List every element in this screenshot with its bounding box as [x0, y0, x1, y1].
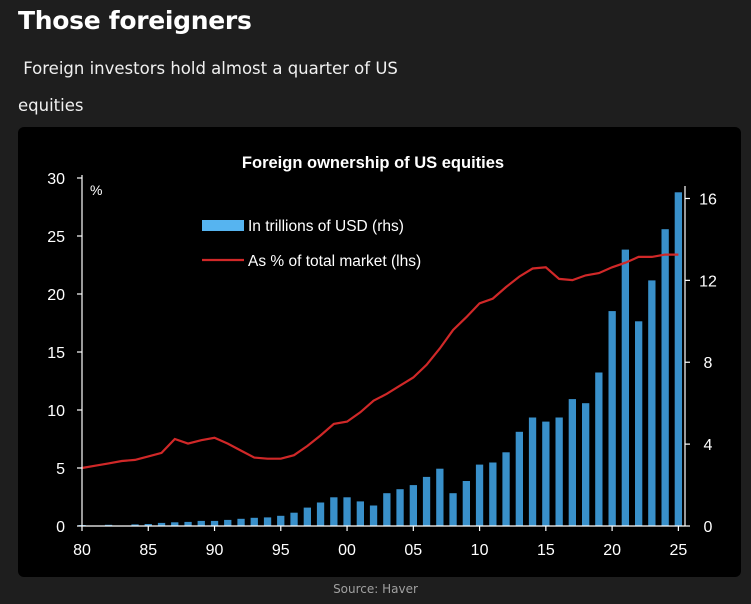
left-tick-label: 0	[56, 519, 65, 536]
left-tick-label: 25	[47, 229, 65, 246]
bar-usd-1992	[237, 518, 245, 526]
right-tick-label: 0	[704, 519, 713, 536]
bar-usd-2024	[661, 229, 669, 526]
bar-usd-2009	[462, 481, 470, 526]
bar-usd-1995	[277, 515, 285, 526]
bar-usd-1985	[144, 524, 152, 526]
x-tick-label: 80	[73, 542, 91, 559]
x-tick-label: 15	[537, 542, 555, 559]
bar-usd-2002	[369, 505, 378, 526]
legend-swatch-bar	[202, 220, 244, 231]
bar-usd-2025	[674, 192, 682, 527]
bar-usd-2013	[515, 431, 523, 526]
right-tick-label: 12	[699, 273, 717, 290]
legend-label-bar: In trillions of USD (rhs)	[248, 218, 404, 235]
x-tick-label: 20	[603, 542, 621, 559]
bar-usd-1989	[197, 520, 205, 526]
bar-usd-2014	[528, 417, 537, 526]
chart-title: Foreign ownership of US equities	[242, 154, 504, 172]
bar-usd-2006	[422, 476, 431, 526]
bar-usd-1996	[290, 512, 298, 526]
x-tick-label: 05	[404, 542, 422, 559]
bar-usd-1988	[184, 521, 192, 526]
chart: Foreign ownership of US equities % 05101…	[47, 154, 717, 559]
bar-usd-2003	[383, 493, 391, 526]
bar-usd-1994	[263, 517, 272, 526]
bar-usd-1993	[250, 517, 258, 526]
bar-usd-2010	[475, 464, 484, 526]
bar-usd-2007	[436, 468, 444, 526]
chart-panel: Foreign ownership of US equities % 0 5 10 1…	[18, 127, 741, 577]
bar-usd-2000	[343, 497, 351, 526]
bar-usd-2017	[568, 399, 576, 526]
page-title: Those foreigners	[18, 6, 252, 35]
bar-usd-1998	[316, 502, 325, 526]
x-tick-label: 10	[471, 542, 489, 559]
x-tick-label: 25	[669, 542, 687, 559]
series-line-percent	[81, 253, 679, 470]
left-tick-label: 30	[47, 171, 65, 188]
x-tick-label: 00	[338, 542, 356, 559]
bar-usd-2001	[356, 501, 364, 526]
left-tick-label: 10	[47, 403, 65, 420]
legend-label-line: As % of total market (lhs)	[248, 253, 421, 270]
bar-usd-2015	[542, 421, 550, 526]
right-tick-label: 4	[704, 437, 713, 454]
bar-usd-1990	[210, 520, 219, 526]
bar-usd-2011	[489, 462, 497, 526]
x-tick-label: 95	[272, 542, 290, 559]
x-tick-label: 90	[206, 542, 224, 559]
right-tick-label: 8	[704, 355, 713, 372]
bar-usd-1997	[303, 507, 311, 526]
bar-usd-1986	[157, 522, 166, 526]
left-axis-unit: %	[90, 182, 102, 198]
left-tick-label: 15	[47, 345, 65, 362]
bar-usd-2019	[595, 372, 603, 526]
bar-usd-2022	[635, 321, 643, 526]
bar-usd-2005	[409, 485, 417, 526]
left-tick-label: 20	[47, 287, 65, 304]
bar-usd-1987	[171, 522, 179, 526]
page-subtitle: Foreign investors hold almost a quarter …	[18, 59, 404, 115]
bar-usd-2018	[582, 403, 590, 526]
bar-usd-1984	[131, 524, 139, 526]
bar-usd-2012	[502, 452, 510, 526]
x-tick-label: 85	[139, 542, 157, 559]
left-tick-label: 5	[56, 461, 65, 478]
right-tick-label: 16	[699, 191, 717, 208]
bar-usd-2021	[621, 249, 629, 526]
bar-usd-1999	[330, 497, 338, 526]
bar-usd-2020	[608, 311, 616, 526]
bar-usd-2016	[555, 417, 563, 526]
bar-usd-2008	[449, 493, 457, 526]
source-note: Source: Haver	[333, 582, 418, 596]
bar-usd-2023	[648, 280, 656, 526]
bar-usd-1991	[224, 519, 232, 526]
legend: In trillions of USD (rhs) As % of total …	[202, 218, 421, 270]
bar-usd-2004	[396, 489, 404, 526]
